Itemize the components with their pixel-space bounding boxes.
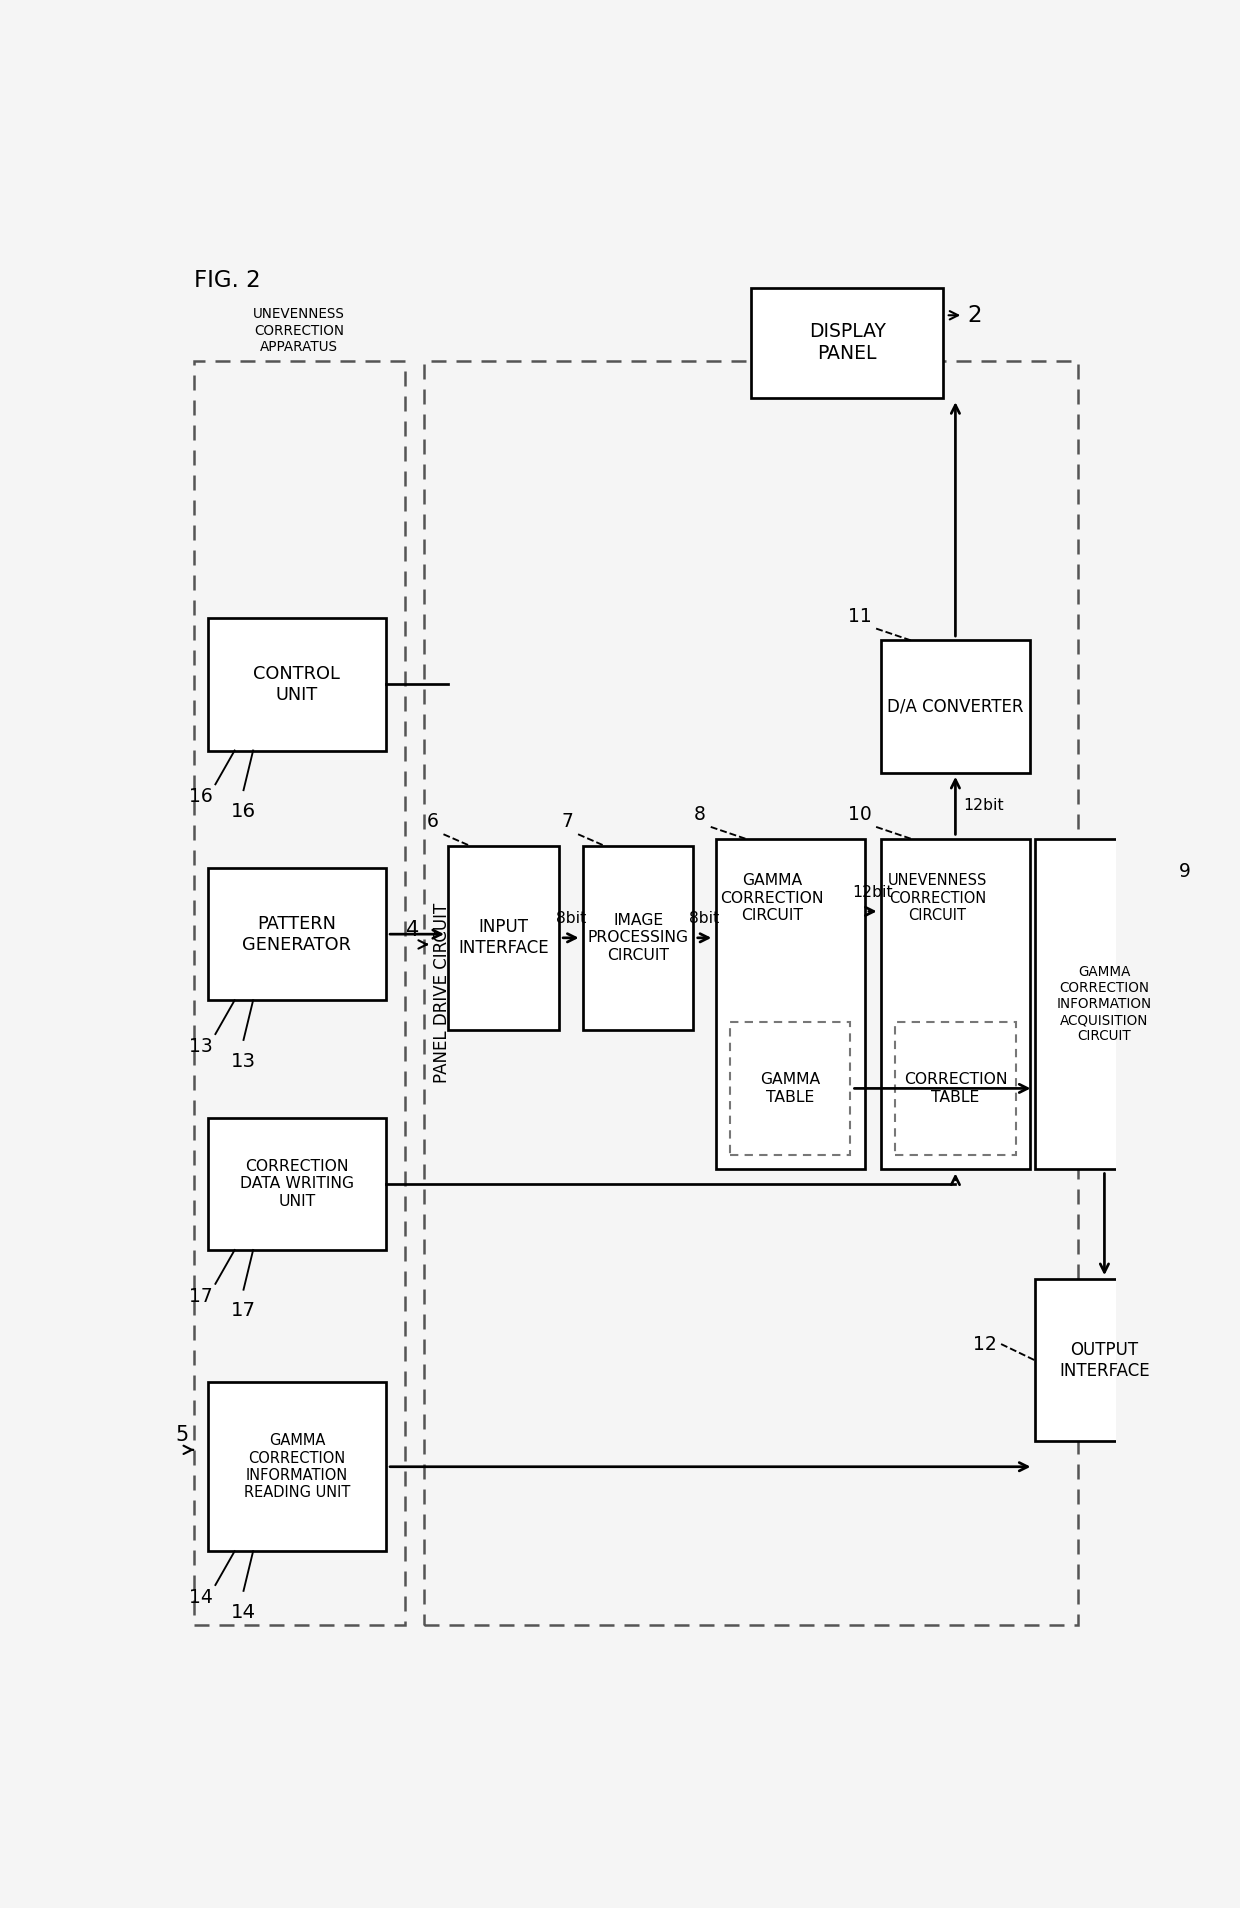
Text: INPUT
INTERFACE: INPUT INTERFACE [458, 918, 548, 958]
FancyBboxPatch shape [208, 1381, 386, 1551]
FancyBboxPatch shape [448, 845, 559, 1030]
Text: D/A CONVERTER: D/A CONVERTER [887, 698, 1023, 716]
Text: 13: 13 [188, 1038, 213, 1055]
Text: 6: 6 [427, 813, 439, 832]
Text: GAMMA
TABLE: GAMMA TABLE [760, 1072, 820, 1105]
Text: 8bit: 8bit [689, 912, 719, 925]
Text: OUTPUT
INTERFACE: OUTPUT INTERFACE [1059, 1341, 1149, 1379]
Text: 5: 5 [175, 1425, 188, 1444]
FancyBboxPatch shape [583, 845, 693, 1030]
Text: 8: 8 [694, 805, 706, 824]
Text: PANEL DRIVE CIRCUIT: PANEL DRIVE CIRCUIT [433, 902, 450, 1084]
FancyBboxPatch shape [1034, 1280, 1174, 1441]
Text: 12: 12 [972, 1334, 996, 1353]
Text: GAMMA
CORRECTION
CIRCUIT: GAMMA CORRECTION CIRCUIT [720, 874, 823, 923]
FancyBboxPatch shape [880, 840, 1029, 1170]
Text: 12bit: 12bit [962, 798, 1003, 813]
Text: CONTROL
UNIT: CONTROL UNIT [253, 666, 340, 704]
FancyBboxPatch shape [895, 1023, 1016, 1154]
Text: 7: 7 [562, 813, 573, 832]
Text: 16: 16 [231, 801, 255, 820]
Text: 10: 10 [847, 805, 870, 824]
FancyBboxPatch shape [751, 288, 944, 399]
Text: UNEVENNESS
CORRECTION
APPARATUS: UNEVENNESS CORRECTION APPARATUS [253, 307, 345, 353]
Text: 9: 9 [1178, 862, 1190, 881]
Text: DISPLAY
PANEL: DISPLAY PANEL [808, 322, 885, 363]
Text: 13: 13 [231, 1051, 255, 1070]
Text: 4: 4 [405, 920, 419, 941]
Text: CORRECTION
TABLE: CORRECTION TABLE [903, 1072, 1007, 1105]
FancyBboxPatch shape [208, 868, 386, 1000]
Text: 8bit: 8bit [556, 912, 585, 925]
Text: 17: 17 [231, 1301, 255, 1320]
Text: CORRECTION
DATA WRITING
UNIT: CORRECTION DATA WRITING UNIT [239, 1158, 353, 1210]
Text: GAMMA
CORRECTION
INFORMATION
READING UNIT: GAMMA CORRECTION INFORMATION READING UNI… [243, 1433, 350, 1500]
Text: 11: 11 [847, 607, 870, 626]
Text: 17: 17 [188, 1286, 213, 1305]
Text: 2: 2 [967, 303, 982, 326]
Text: GAMMA
CORRECTION
INFORMATION
ACQUISITION
CIRCUIT: GAMMA CORRECTION INFORMATION ACQUISITION… [1056, 965, 1152, 1044]
FancyBboxPatch shape [1034, 840, 1174, 1170]
Text: FIG. 2: FIG. 2 [193, 269, 260, 292]
Text: 12bit: 12bit [852, 885, 893, 901]
FancyBboxPatch shape [715, 840, 864, 1170]
Text: PATTERN
GENERATOR: PATTERN GENERATOR [242, 914, 351, 954]
FancyBboxPatch shape [880, 641, 1029, 773]
Text: 14: 14 [231, 1603, 255, 1622]
Text: IMAGE
PROCESSING
CIRCUIT: IMAGE PROCESSING CIRCUIT [588, 912, 688, 964]
FancyBboxPatch shape [208, 1118, 386, 1250]
FancyBboxPatch shape [208, 618, 386, 750]
Text: UNEVENNESS
CORRECTION
CIRCUIT: UNEVENNESS CORRECTION CIRCUIT [888, 874, 987, 923]
Text: 16: 16 [188, 788, 213, 807]
FancyBboxPatch shape [729, 1023, 849, 1154]
Text: 14: 14 [188, 1587, 213, 1607]
